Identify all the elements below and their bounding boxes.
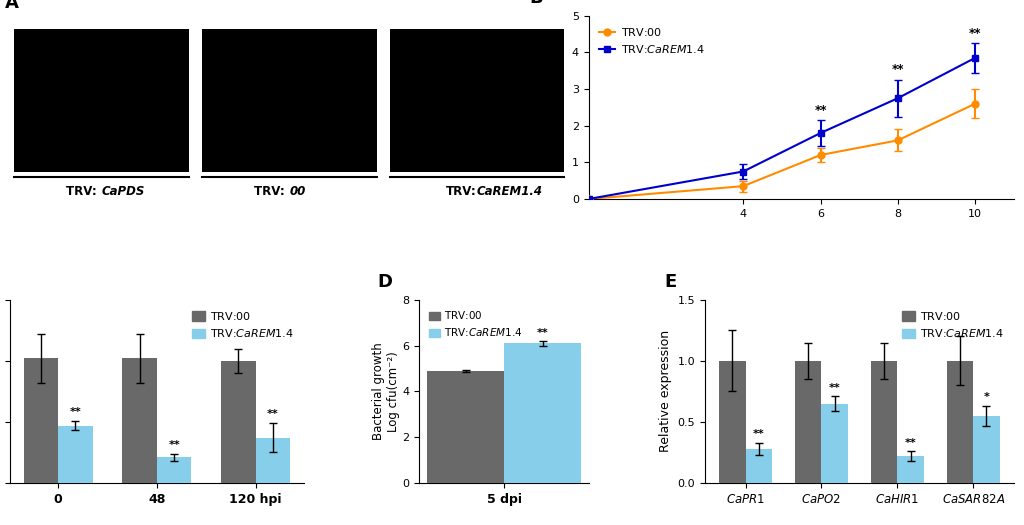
Bar [256,438,290,483]
Text: *: * [983,392,989,402]
Bar [897,456,924,483]
Bar [122,359,157,483]
Text: E: E [665,272,677,291]
Text: **: ** [969,27,981,39]
Bar [157,457,191,483]
Text: **: ** [267,410,279,419]
Bar [795,361,821,483]
Y-axis label: Disease index: Disease index [555,64,567,151]
Bar [745,449,772,483]
Legend: TRV:$\it{00}$, TRV:$\it{CaREM1.4}$: TRV:$\it{00}$, TRV:$\it{CaREM1.4}$ [594,22,710,60]
Text: 00: 00 [289,185,305,198]
Text: B: B [529,0,543,7]
FancyBboxPatch shape [202,28,377,172]
FancyBboxPatch shape [14,28,188,172]
Text: **: ** [814,103,826,117]
Text: **: ** [70,407,81,417]
Text: **: ** [905,437,916,448]
Bar [58,426,93,483]
Legend: TRV:$\it{00}$, TRV:$\it{CaREM1.4}$: TRV:$\it{00}$, TRV:$\it{CaREM1.4}$ [187,306,298,344]
Text: CaPDS: CaPDS [101,185,144,198]
Legend: TRV:$\it{00}$, TRV:$\it{CaREM1.4}$: TRV:$\it{00}$, TRV:$\it{CaREM1.4}$ [425,305,527,342]
Text: **: ** [168,440,180,450]
Bar [24,359,58,483]
Y-axis label: Relative expression: Relative expression [659,330,672,453]
Text: TRV:: TRV: [254,185,289,198]
FancyBboxPatch shape [390,28,564,172]
Bar [870,361,897,483]
Text: **: ** [828,383,841,393]
Y-axis label: Bacterial growth
Log cfu(cm⁻²): Bacterial growth Log cfu(cm⁻²) [372,342,399,440]
Text: CaREM1.4: CaREM1.4 [477,185,543,198]
Text: D: D [377,272,392,291]
Text: A: A [4,0,18,12]
Bar [427,371,504,483]
Bar [946,361,973,483]
Bar [504,343,582,483]
Text: **: ** [753,429,765,439]
Legend: TRV:$\it{00}$, TRV:$\it{CaREM1.4}$: TRV:$\it{00}$, TRV:$\it{CaREM1.4}$ [898,306,1009,344]
Text: TRV:: TRV: [67,185,101,198]
Bar [221,361,256,483]
Bar [821,404,848,483]
Text: **: ** [537,328,549,338]
Bar [973,416,999,483]
Text: TRV:: TRV: [446,185,477,198]
Bar [719,361,745,483]
Text: **: ** [892,63,904,76]
